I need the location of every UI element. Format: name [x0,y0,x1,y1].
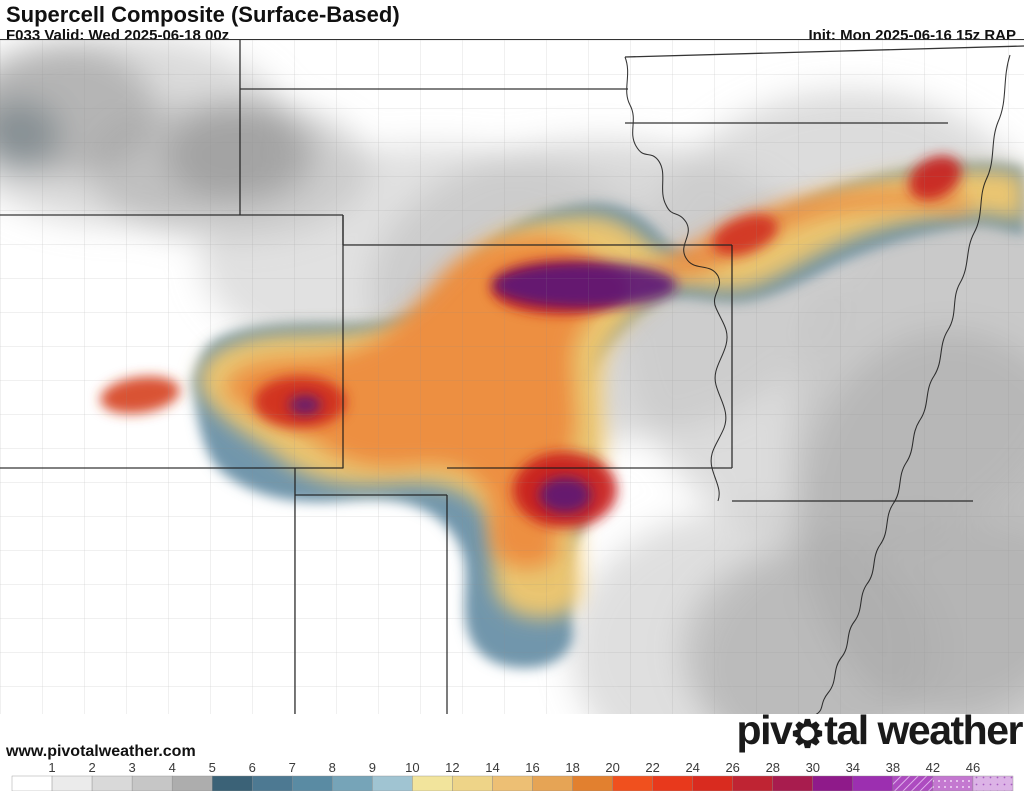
svg-text:2: 2 [88,760,95,775]
svg-text:30: 30 [806,760,820,775]
svg-text:26: 26 [725,760,739,775]
svg-text:22: 22 [645,760,659,775]
svg-text:28: 28 [766,760,780,775]
svg-text:18: 18 [565,760,579,775]
svg-text:12: 12 [445,760,459,775]
svg-text:4: 4 [169,760,176,775]
svg-text:14: 14 [485,760,499,775]
svg-text:8: 8 [329,760,336,775]
svg-text:46: 46 [966,760,980,775]
svg-text:34: 34 [846,760,860,775]
svg-text:1: 1 [48,760,55,775]
svg-text:9: 9 [369,760,376,775]
svg-text:24: 24 [685,760,699,775]
svg-text:20: 20 [605,760,619,775]
svg-text:3: 3 [128,760,135,775]
svg-text:6: 6 [249,760,256,775]
svg-text:16: 16 [525,760,539,775]
svg-text:42: 42 [926,760,940,775]
svg-text:5: 5 [209,760,216,775]
svg-text:7: 7 [289,760,296,775]
svg-text:38: 38 [886,760,900,775]
svg-text:10: 10 [405,760,419,775]
